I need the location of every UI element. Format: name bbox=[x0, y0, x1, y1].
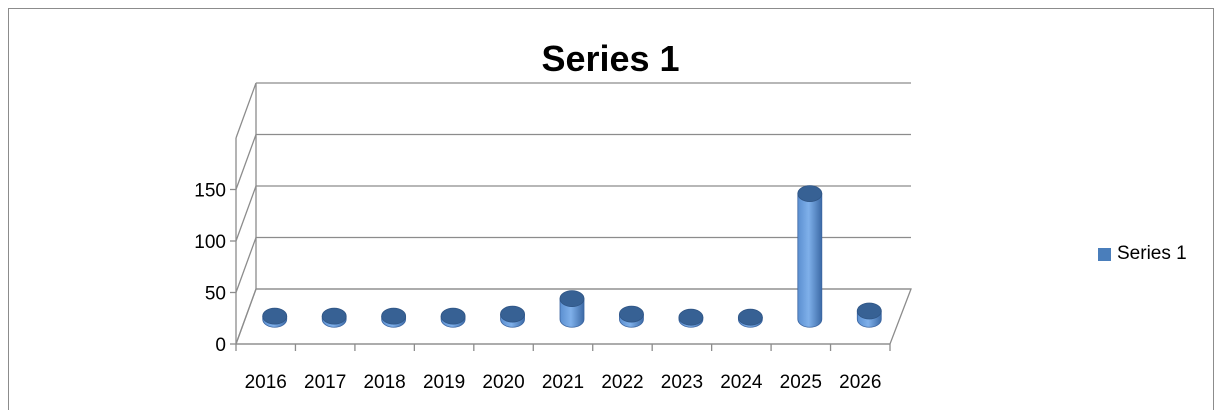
legend: Series 1 bbox=[1098, 243, 1187, 265]
bar-top bbox=[440, 307, 466, 325]
bar-top bbox=[262, 307, 288, 325]
x-tick-label: 2020 bbox=[482, 372, 524, 393]
bar bbox=[797, 185, 823, 328]
axis-layer bbox=[230, 138, 891, 351]
x-tick-label: 2018 bbox=[363, 372, 405, 393]
bar bbox=[559, 290, 585, 328]
bar bbox=[619, 305, 644, 328]
bar bbox=[678, 308, 704, 328]
bar-top bbox=[678, 308, 704, 326]
bar-top bbox=[856, 302, 882, 320]
x-tick-label: 2024 bbox=[720, 372, 763, 393]
bar-top bbox=[559, 290, 585, 308]
grid-layer bbox=[235, 82, 912, 345]
y-tick-label: 100 bbox=[194, 232, 226, 253]
bar-top bbox=[797, 185, 823, 202]
legend-label: Series 1 bbox=[1117, 243, 1187, 264]
bar-top bbox=[500, 305, 525, 323]
x-tick-label: 2023 bbox=[661, 372, 703, 393]
bar-body bbox=[797, 193, 823, 328]
bar bbox=[737, 308, 763, 328]
x-tick-label: 2021 bbox=[542, 372, 584, 393]
x-tick-label: 2022 bbox=[601, 372, 643, 393]
x-tick-label: 2026 bbox=[839, 372, 881, 393]
gridline-side bbox=[235, 134, 257, 190]
gridline-side bbox=[235, 237, 257, 293]
legend-swatch bbox=[1098, 247, 1111, 261]
bar bbox=[440, 307, 466, 328]
bar bbox=[500, 305, 525, 328]
bar-top bbox=[321, 307, 347, 325]
chart-title: Series 1 bbox=[541, 38, 680, 79]
x-tick-label: 2017 bbox=[304, 372, 346, 393]
y-tick-label: 0 bbox=[215, 335, 226, 356]
gridline-side bbox=[235, 82, 257, 139]
label-layer: 0 50 100 150 2016 2017 2018 2019 2020 2021 2022 202… bbox=[194, 181, 881, 394]
bar-top bbox=[381, 307, 407, 325]
y-tick-label: 50 bbox=[205, 284, 226, 305]
bar bbox=[321, 307, 347, 328]
bar bbox=[262, 307, 288, 328]
bar-layer bbox=[262, 185, 882, 328]
bar-top bbox=[619, 305, 644, 323]
x-tick-label: 2025 bbox=[780, 372, 822, 393]
bar bbox=[856, 302, 882, 328]
bar-top bbox=[737, 308, 763, 326]
x-tick-label: 2019 bbox=[423, 372, 465, 393]
gridline-side bbox=[235, 185, 257, 242]
x-tick-label: 2016 bbox=[245, 372, 287, 393]
y-tick-label: 150 bbox=[194, 181, 226, 202]
chart-frame bbox=[8, 8, 1214, 410]
bar bbox=[381, 307, 407, 328]
